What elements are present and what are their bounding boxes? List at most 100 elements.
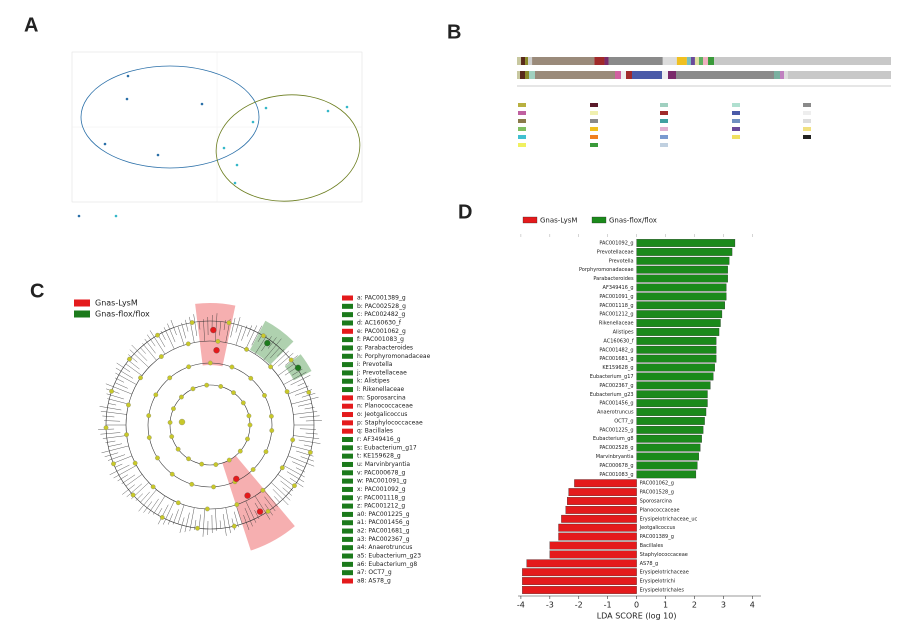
clade-swatch — [342, 561, 353, 567]
tree-node — [190, 386, 196, 392]
legend-swatch — [660, 111, 668, 115]
tree-branch — [219, 321, 222, 336]
clade-node — [213, 347, 220, 354]
category-label: Bacillales — [640, 543, 664, 549]
clade-label: a7: OCT7_g — [357, 569, 392, 576]
tree-node — [124, 432, 129, 438]
category-label: AF349416_g — [603, 285, 634, 291]
category-label: Erysipelotrichales — [640, 588, 685, 594]
bar — [636, 301, 725, 310]
composition-segment — [521, 57, 526, 65]
tree-node — [167, 375, 173, 381]
x-tick-label: 3 — [721, 601, 726, 610]
tree-branch — [254, 495, 271, 520]
composition-segment — [532, 57, 595, 65]
tree-branch — [104, 420, 121, 422]
clade-node — [256, 508, 264, 515]
tree-branch — [243, 514, 250, 531]
tree-node — [231, 390, 236, 395]
clade-swatch — [342, 337, 353, 343]
composition-segment — [535, 71, 615, 79]
bar — [636, 417, 705, 425]
composition-segment — [686, 57, 691, 65]
composition-segment — [528, 57, 533, 65]
tree-branch — [219, 520, 222, 529]
legend-label: Gnas-flox/flox — [95, 310, 150, 319]
tree-node — [268, 364, 273, 370]
clade-label: m: Sporosarcina — [357, 394, 406, 401]
legend-swatch — [74, 299, 90, 307]
tree-branch — [107, 454, 126, 461]
tree-branch — [163, 327, 175, 350]
category-label: Erysipelotrichaceae_uc — [640, 516, 698, 522]
clade-label: j: Prevotellaceae — [356, 369, 407, 376]
composition-segment — [525, 57, 529, 65]
clade-swatch — [342, 353, 353, 359]
bar — [558, 523, 637, 532]
legend-label: Gnas-LysM — [540, 217, 577, 225]
x-tick-label: 2 — [692, 601, 697, 610]
tree-branch — [114, 382, 128, 389]
clade-swatch — [342, 345, 353, 351]
clade-label: l: Rikenellaceae — [357, 386, 405, 393]
composition-segment — [615, 71, 621, 79]
tree-branch — [298, 439, 321, 444]
tree-branch — [157, 508, 163, 516]
category-label: PAC000678_g — [599, 463, 633, 469]
tree-branch — [300, 456, 314, 462]
tree-node — [261, 333, 266, 339]
tree-node — [292, 483, 297, 489]
category-label: PAC002528_g — [599, 445, 633, 451]
tree-root — [178, 418, 186, 426]
tree-branch — [128, 354, 138, 363]
tree-node — [215, 339, 221, 344]
tree-node — [199, 461, 205, 467]
tree-node — [226, 320, 232, 326]
clade-node — [233, 475, 240, 483]
bar — [636, 292, 727, 301]
tree-node — [185, 341, 191, 347]
category-label: Erysipelotrichi — [640, 579, 676, 585]
tree-branch — [245, 500, 257, 523]
bar — [636, 408, 707, 416]
legend-swatch — [518, 119, 526, 123]
clade-label: r: AF349416_g — [357, 436, 401, 443]
bar — [636, 345, 717, 354]
x-tick-label: -3 — [546, 601, 554, 610]
composition-segment — [529, 71, 535, 79]
tree-branch — [296, 450, 314, 457]
tree-branch — [138, 489, 157, 512]
bar — [522, 577, 637, 585]
bar — [636, 399, 708, 408]
clade-swatch — [342, 395, 353, 401]
composition-segment — [780, 71, 784, 79]
clade-label: t: KE159628_g — [357, 453, 401, 460]
legend-swatch — [803, 135, 811, 139]
tree-branch — [305, 432, 318, 435]
category-label: Prevotellaceae — [597, 249, 634, 255]
category-label: Planococcaceae — [640, 507, 680, 513]
clade-swatch — [342, 478, 353, 484]
tree-node — [146, 435, 152, 440]
tree-branch — [129, 349, 149, 368]
clade-swatch — [342, 328, 353, 334]
tree-node — [244, 347, 249, 352]
tree-branch — [100, 411, 127, 415]
tree-branch — [109, 464, 130, 475]
tree-branch — [140, 347, 146, 354]
clade-label: g: Parabacteroides — [357, 344, 413, 351]
category-label: Staphylococcaceae — [640, 552, 688, 558]
tree-branch — [270, 347, 280, 359]
tree-branch — [293, 411, 318, 415]
tree-branch — [102, 435, 127, 439]
x-tick-label: -1 — [604, 601, 612, 610]
tree-branch — [125, 363, 143, 376]
tree-node — [226, 457, 232, 463]
clade-swatch — [342, 387, 353, 393]
tree-node — [158, 354, 164, 359]
clade-label: d: AC160630_f — [357, 319, 402, 326]
composition-segment — [520, 71, 525, 79]
bar — [636, 239, 736, 247]
tree-node — [247, 422, 253, 428]
tree-node — [109, 388, 114, 394]
